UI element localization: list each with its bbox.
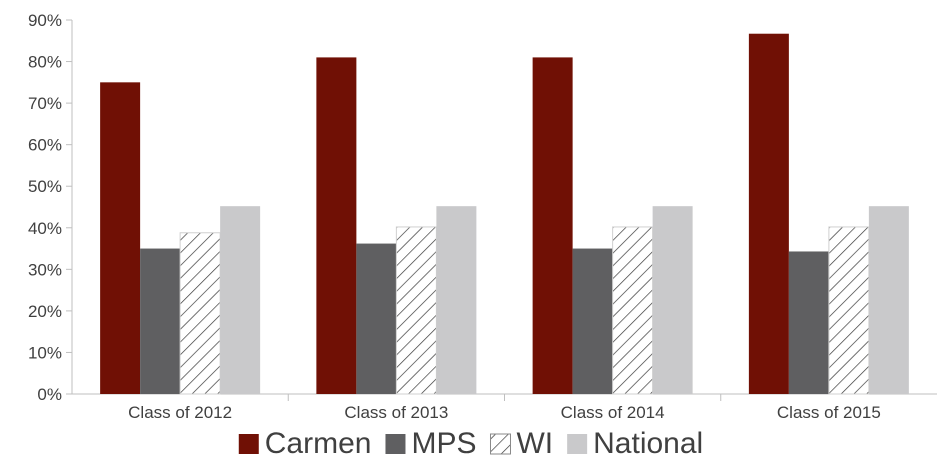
bar-carmen bbox=[316, 57, 357, 395]
y-tick-label: 10% bbox=[28, 343, 62, 362]
bar-wi bbox=[179, 232, 221, 395]
bar-national bbox=[436, 206, 477, 394]
bar-wi bbox=[828, 226, 870, 395]
bar-carmen bbox=[532, 57, 573, 395]
bar-carmen bbox=[748, 33, 789, 395]
bar-mps bbox=[140, 248, 181, 394]
y-tick-label: 60% bbox=[28, 136, 62, 155]
legend-swatch-national bbox=[567, 434, 588, 454]
bar-national bbox=[220, 206, 261, 394]
bar-national bbox=[868, 206, 909, 394]
x-tick-label: Class of 2015 bbox=[777, 403, 881, 422]
legend-swatch-carmen bbox=[238, 434, 259, 454]
legend: Carmen MPS WI National bbox=[238, 427, 703, 460]
bar-mps bbox=[788, 251, 829, 394]
legend-swatch-mps bbox=[385, 434, 406, 454]
y-tick-label: 90% bbox=[28, 11, 62, 30]
y-tick-label: 0% bbox=[37, 385, 62, 404]
y-tick-label: 80% bbox=[28, 53, 62, 72]
axes: 0% 10% 20% 30% 40% 50% 60% 70% 80% 90% Class of 20… bbox=[28, 11, 937, 422]
legend-label-wi: WI bbox=[516, 427, 553, 460]
legend-label-mps: MPS bbox=[411, 427, 476, 460]
bar-mps bbox=[356, 243, 397, 394]
bar-national bbox=[652, 206, 693, 394]
bar-mps bbox=[572, 248, 613, 394]
legend-swatch-wi bbox=[489, 433, 511, 455]
y-tick-label: 70% bbox=[28, 94, 62, 113]
bar-carmen bbox=[100, 82, 141, 394]
legend-label-carmen: Carmen bbox=[265, 427, 372, 460]
bar-wi bbox=[395, 226, 437, 395]
x-tick-label: Class of 2014 bbox=[561, 403, 665, 422]
y-tick-label: 50% bbox=[28, 177, 62, 196]
legend-label-national: National bbox=[593, 427, 703, 460]
y-tick-label: 20% bbox=[28, 302, 62, 321]
x-tick-label: Class of 2012 bbox=[128, 403, 232, 422]
x-tick-label: Class of 2013 bbox=[344, 403, 448, 422]
bars bbox=[100, 33, 909, 395]
bar-wi bbox=[612, 226, 654, 395]
y-tick-label: 40% bbox=[28, 219, 62, 238]
y-tick-label: 30% bbox=[28, 260, 62, 279]
